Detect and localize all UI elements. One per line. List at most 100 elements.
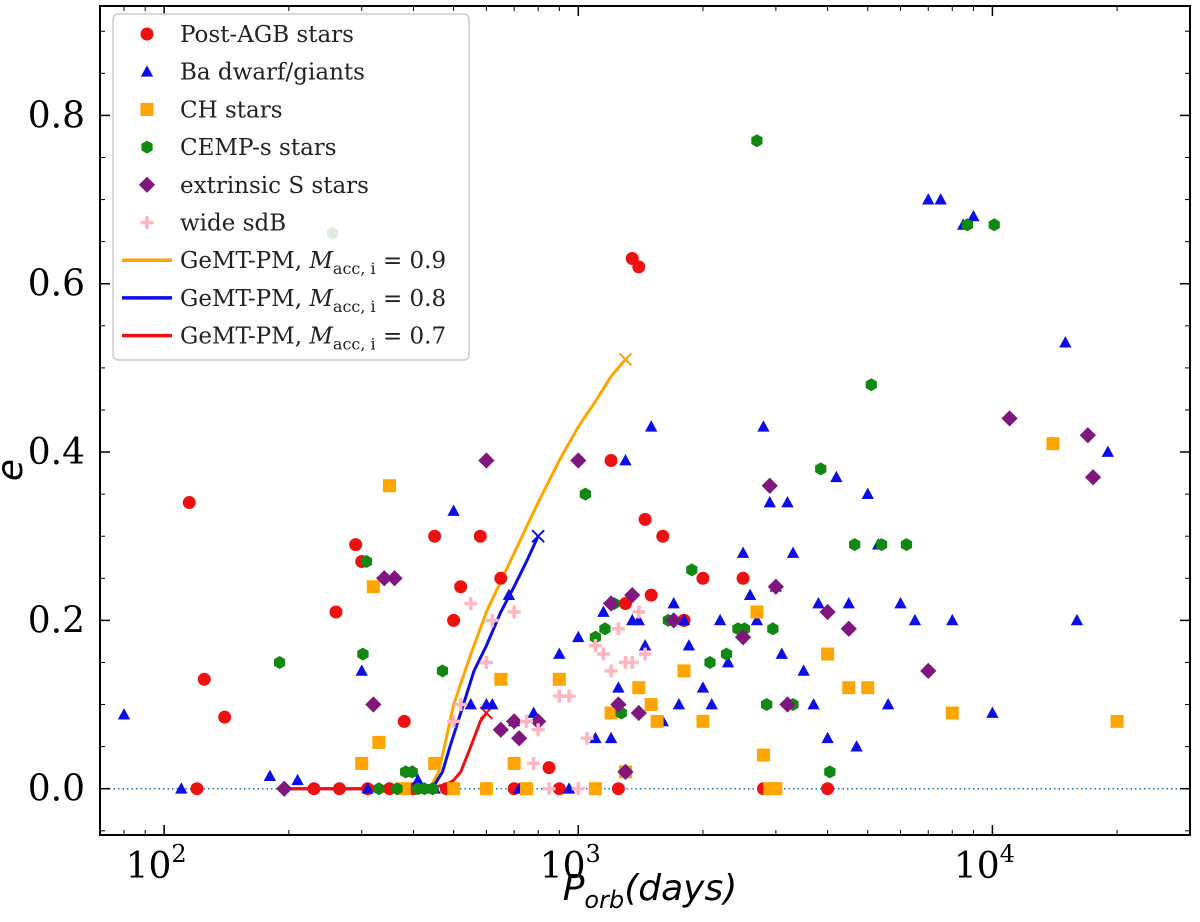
y-tick-label: 0.6 [28, 264, 85, 305]
point-circle [611, 782, 625, 796]
point-triangle [355, 664, 368, 676]
point-triangle [797, 664, 810, 676]
point-triangle [842, 597, 855, 609]
point-plus [454, 698, 468, 712]
point-square [696, 714, 710, 728]
point-hexagon [686, 563, 698, 577]
point-triangle [696, 681, 710, 693]
point-triangle [781, 496, 794, 508]
point-square [507, 756, 521, 770]
point-square [769, 782, 783, 796]
x-axis-label: Porb(days) [563, 868, 738, 914]
point-circle [542, 761, 556, 775]
point-triangle [908, 613, 922, 626]
point-plus [571, 782, 585, 796]
point-diamond [767, 578, 784, 595]
point-triangle [757, 420, 770, 432]
legend-marker-square [140, 102, 154, 116]
point-triangle [486, 698, 499, 710]
point-hexagon [436, 664, 449, 678]
legend-label: extrinsic S stars [180, 173, 369, 199]
point-triangle [1059, 336, 1072, 348]
data-points [117, 134, 1124, 797]
point-hexagon [360, 555, 373, 568]
point-hexagon [824, 765, 836, 779]
point-triangle [263, 769, 277, 781]
point-diamond [819, 603, 836, 621]
point-triangle [612, 681, 625, 693]
point-square [650, 714, 664, 728]
point-triangle [175, 782, 188, 794]
point-plus [507, 605, 521, 619]
point-diamond [840, 620, 857, 637]
point-diamond [734, 629, 752, 646]
point-plus [596, 647, 610, 661]
legend-box [112, 13, 470, 361]
legend-marker-diamond [138, 176, 156, 193]
point-diamond [506, 713, 523, 730]
point-triangle [807, 698, 820, 710]
point-square [355, 756, 369, 770]
legend-label: Post-AGB stars [180, 22, 354, 48]
legend-label: GeMT-PM, Macc, i = 0.9 [180, 248, 446, 278]
point-hexagon [406, 765, 418, 779]
legend-marker-plus [140, 216, 154, 229]
point-hexagon [579, 487, 591, 501]
point-diamond [530, 713, 547, 730]
legend-label: CEMP-s stars [180, 135, 337, 161]
point-square [494, 672, 508, 686]
point-square [366, 580, 380, 594]
point-triangle [464, 698, 477, 710]
point-circle [307, 782, 321, 796]
point-triangle [922, 193, 935, 205]
point-triangle [812, 597, 825, 609]
point-triangle [850, 740, 863, 752]
point-triangle [562, 782, 576, 794]
point-triangle [736, 546, 750, 558]
point-triangle [632, 613, 645, 626]
point-plus [638, 647, 652, 661]
point-circle [182, 496, 196, 510]
point-diamond [365, 696, 382, 713]
point-triangle [986, 706, 999, 718]
point-diamond [920, 662, 937, 680]
point-diamond [376, 570, 393, 587]
legend-marker-triangle [140, 65, 154, 77]
point-circle [397, 714, 411, 728]
y-tick-label: 0.2 [28, 600, 85, 641]
point-hexagon [704, 656, 716, 669]
point-triangle [619, 453, 632, 466]
legend-label: CH stars [180, 97, 283, 123]
point-plus [464, 597, 478, 611]
model-curves [288, 352, 633, 791]
curve-end-cross-7 [531, 529, 545, 543]
point-hexagon [865, 378, 877, 392]
point-plus [531, 723, 545, 737]
point-hexagon [589, 630, 602, 644]
point-diamond [761, 477, 778, 494]
point-plus [542, 782, 556, 796]
point-diamond [610, 696, 627, 713]
point-diamond [665, 612, 682, 629]
point-diamond [492, 721, 509, 738]
point-hexagon [815, 462, 827, 476]
point-triangle [713, 613, 727, 626]
y-tick-label: 0.4 [28, 432, 85, 473]
point-square [382, 479, 396, 493]
point-triangle [881, 698, 895, 710]
point-diamond [630, 704, 647, 722]
point-plus [447, 714, 461, 728]
point-circle [696, 571, 710, 585]
point-triangle [721, 655, 735, 668]
point-triangle [645, 420, 658, 432]
plot-frame [99, 5, 1191, 836]
x-tick-label: 104 [954, 840, 1015, 887]
point-triangle [967, 209, 980, 222]
point-plus [625, 655, 639, 669]
legend-label: GeMT-PM, Macc, i = 0.8 [180, 286, 446, 316]
point-circle [736, 571, 750, 585]
point-hexagon [720, 647, 733, 661]
point-square [372, 735, 386, 749]
point-circle [428, 529, 442, 543]
